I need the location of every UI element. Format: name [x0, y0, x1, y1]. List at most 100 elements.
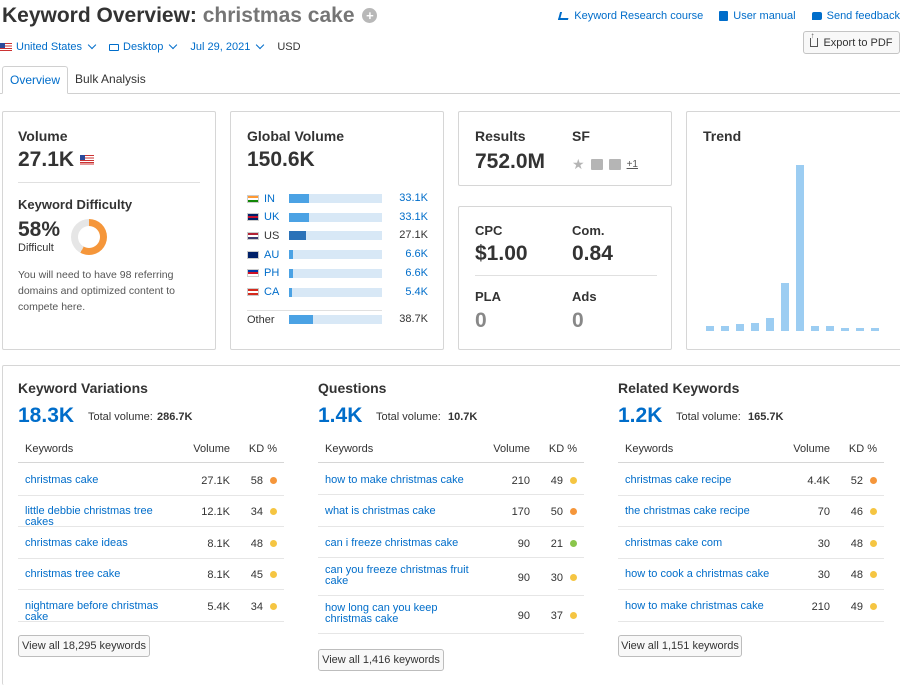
volume-value: 90	[517, 537, 530, 550]
keyword-link[interactable]: little debbie christmas tree cakes	[25, 505, 153, 529]
page-title: Keyword Overview: christmas cake +	[2, 4, 378, 28]
trend-bar	[796, 165, 804, 331]
trend-bar	[766, 317, 774, 331]
kd-dot-icon	[270, 602, 277, 610]
total-volume-label: Total volume:	[88, 411, 153, 423]
column-kd[interactable]: KD %	[548, 443, 577, 455]
send-feedback-link[interactable]: Send feedback	[811, 10, 900, 22]
ads-label: Ads	[572, 289, 597, 304]
column-kd[interactable]: KD %	[248, 443, 277, 455]
trend-chart	[704, 165, 884, 331]
table-row	[18, 527, 284, 559]
keyword-link[interactable]: christmas cake	[25, 473, 99, 486]
manual-link-label: User manual	[733, 10, 796, 22]
kd-dot-icon	[570, 539, 577, 547]
questions-count[interactable]: 1.4K	[318, 404, 363, 427]
column-kd[interactable]: KD %	[848, 443, 877, 455]
export-label: Export to PDF	[823, 36, 893, 49]
country-bar	[289, 194, 382, 203]
question-icon[interactable]	[608, 159, 621, 170]
trend-bar	[811, 326, 819, 331]
keyword-variations-count[interactable]: 18.3K	[18, 404, 75, 427]
plus-circle-icon[interactable]: +	[362, 8, 378, 23]
cpc-label: CPC	[475, 223, 503, 238]
country-bar-fill	[289, 287, 293, 297]
country-code[interactable]: UK	[264, 211, 280, 224]
kd-value: 58%	[18, 218, 61, 241]
country-value[interactable]: 33.1K	[399, 192, 428, 204]
related-keywords-count[interactable]: 1.2K	[618, 404, 663, 427]
column-volume[interactable]: Volume	[193, 443, 230, 455]
column-keywords[interactable]: Keywords	[625, 443, 674, 455]
keyword-link[interactable]: can you freeze christmas fruit cake	[325, 564, 469, 587]
kd-desc-line: compete here.	[18, 301, 86, 313]
view-all-button[interactable]: View all 18,295 keywords	[18, 635, 150, 657]
volume-card: Volume 27.1K Keyword Difficulty 58% Diff…	[2, 111, 216, 350]
user-manual-link[interactable]: User manual	[719, 10, 796, 22]
view-all-button[interactable]: View all 1,416 keywords	[318, 649, 444, 671]
country-row: AU	[247, 248, 292, 261]
country-bar-fill	[289, 250, 294, 260]
tab-overview[interactable]: Overview	[2, 66, 69, 94]
com-label: Com.	[572, 223, 605, 238]
keyword-link[interactable]: how to cook a christmas cake	[625, 568, 770, 581]
kd-dot-icon	[270, 571, 277, 579]
keyword-link[interactable]: how long can you keep christmas cake	[325, 602, 438, 625]
kd-dot-icon	[270, 508, 277, 516]
trend-bar	[826, 326, 834, 331]
results-value: 752.0M	[475, 150, 546, 173]
country-code[interactable]: PH	[264, 267, 280, 280]
volume-value: 170	[511, 506, 530, 518]
table-row	[318, 596, 584, 634]
country-value[interactable]: 5.4K	[405, 285, 428, 298]
image-icon[interactable]	[590, 159, 603, 170]
date-select[interactable]: Jul 29, 2021	[190, 40, 265, 53]
keyword-link[interactable]: christmas tree cake	[25, 568, 121, 581]
column-volume[interactable]: Volume	[493, 443, 530, 455]
device-select[interactable]: Desktop	[109, 40, 178, 53]
ads-value: 0	[572, 309, 584, 332]
kd-value: 21	[550, 537, 563, 550]
table-row	[318, 495, 584, 527]
country-bar	[289, 250, 382, 260]
star-icon[interactable]: ★	[572, 156, 585, 172]
view-all-button[interactable]: View all 1,151 keywords	[618, 635, 742, 657]
country-value[interactable]: 33.1K	[399, 210, 428, 223]
keyword-link[interactable]: the christmas cake recipe	[625, 505, 750, 518]
column-volume[interactable]: Volume	[793, 443, 830, 455]
tab-bulk-analysis[interactable]: Bulk Analysis	[75, 72, 146, 86]
divider	[475, 275, 657, 276]
column-keywords[interactable]: Keywords	[325, 443, 374, 455]
global-volume-card: Global Volume 150.6K Other 38.7K IN 33.1K…	[230, 111, 444, 350]
keyword-link[interactable]: christmas cake ideas	[25, 536, 128, 549]
us-flag-icon	[80, 155, 95, 165]
keyword-link[interactable]: what is christmas cake	[325, 505, 436, 517]
country-code[interactable]: AU	[264, 248, 280, 261]
other-value: 38.7K	[399, 313, 428, 325]
keyword-link[interactable]: how to make christmas cake	[625, 599, 764, 612]
country-bar-fill	[289, 231, 306, 241]
global-volume-value: 150.6K	[247, 148, 315, 171]
results-card: Results 752.0M SF ★ +1	[458, 111, 672, 186]
keyword-link[interactable]: christmas cake recipe	[625, 473, 732, 486]
keyword-link[interactable]: can i freeze christmas cake	[325, 536, 459, 549]
country-value[interactable]: 6.6K	[405, 248, 428, 261]
country-value[interactable]: 6.6K	[405, 266, 428, 279]
volume-value: 4.4K	[807, 474, 830, 487]
kd-value: 48	[850, 537, 863, 550]
export-pdf-button[interactable]: Export to PDF	[803, 31, 900, 54]
sf-label: SF	[572, 128, 590, 144]
trend-card: Trend	[686, 111, 900, 350]
country-code[interactable]: CA	[264, 286, 280, 298]
us-flag-icon	[0, 43, 12, 51]
sf-more[interactable]: +1	[626, 159, 638, 170]
country-select[interactable]: United States	[0, 40, 97, 53]
keyword-link[interactable]: how to make christmas cake	[325, 473, 464, 486]
country-code[interactable]: IN	[264, 192, 275, 205]
trend-bar	[856, 327, 864, 331]
keyword-research-course-link[interactable]: Keyword Research course	[558, 10, 703, 22]
keyword-link[interactable]: christmas cake com	[625, 536, 723, 549]
country-bar-fill	[289, 194, 310, 203]
column-keywords[interactable]: Keywords	[25, 443, 74, 455]
keyword-link[interactable]: nightmare before christmas cake	[25, 599, 159, 623]
